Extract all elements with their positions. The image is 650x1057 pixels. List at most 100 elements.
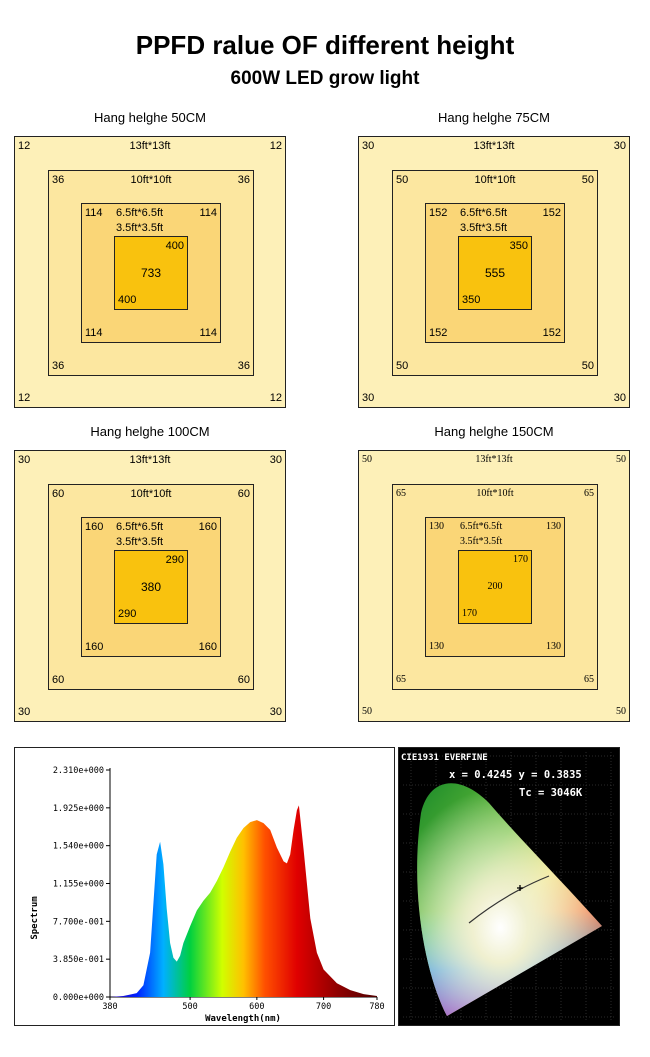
ppfd-value: 30 (18, 454, 31, 466)
spectrum-x-tick-label: 700 (316, 1002, 331, 1012)
ppfd-grid: 13ft*13ft 30 30 30 30 10ft*10ft 50 50 50 50 152 6.5… (358, 136, 630, 408)
coverage-size: 10ft*10ft (476, 488, 514, 499)
spectrum-area (110, 805, 377, 997)
ppfd-value: 65 (584, 674, 594, 685)
spectrum-y-tick-label: 0.000e+000 (53, 993, 104, 1003)
ppfd-value: 114 (85, 327, 103, 339)
spectrum-x-tick-label: 500 (182, 1002, 197, 1012)
cie-title: CIE1931 EVERFINE (401, 753, 488, 763)
coverage-square: 555 350 350 (458, 236, 532, 310)
spectrum-y-tick-label: 1.540e+000 (53, 842, 104, 852)
cie-xy: x = 0.4245 y = 0.3835 (449, 769, 582, 781)
ppfd-value: 30 (362, 140, 375, 152)
ppfd-value: 65 (584, 488, 594, 499)
coverage-size: 6.5ft*6.5ft (116, 521, 164, 533)
spectrum-svg: 2.310e+000 1.925e+000 1.540e+000 1.155e+000… (30, 766, 385, 1024)
ppfd-value: 50 (362, 454, 372, 465)
ppfd-value: 65 (396, 674, 406, 685)
ppfd-value: 36 (237, 360, 250, 372)
spectrum-y-tick-label: 7.700e-001 (53, 917, 104, 927)
ppfd-value: 50 (581, 360, 594, 372)
coverage-size: 10ft*10ft (474, 174, 516, 186)
ppfd-value: 160 (198, 521, 217, 533)
ppfd-value: 50 (581, 174, 594, 186)
coverage-size: 10ft*10ft (130, 174, 172, 186)
page-title: PPFD ralue OF different height (135, 30, 515, 60)
cie-locus-white (417, 783, 602, 1016)
cie-diagram: CIE1931 EVERFINE x = 0.4245 y = 0.3835 T… (398, 747, 620, 1026)
ppfd-value: 170 (462, 608, 477, 619)
ppfd-value: 12 (269, 140, 282, 152)
ppfd-value: 30 (269, 454, 282, 466)
ppfd-value: 65 (396, 488, 406, 499)
ppfd-value: 60 (237, 674, 250, 686)
planckian-locus (468, 875, 550, 924)
ppfd-value: 50 (396, 174, 409, 186)
ppfd-value: 36 (52, 174, 65, 186)
ppfd-value: 152 (429, 207, 448, 219)
panel-title: Hang helghe 50CM (93, 110, 207, 125)
ppfd-value: 50 (396, 360, 409, 372)
spectrum-y-tick-label: 3.850e-001 (53, 955, 104, 965)
ppfd-grid: 13ft*13ft 12 12 12 12 10ft*10ft 36 36 36 36 114 6.5… (14, 136, 286, 408)
ppfd-value: 130 (429, 521, 444, 532)
coverage-size: 3.5ft*3.5ft (116, 536, 164, 548)
ppfd-value: 400 (118, 294, 137, 306)
coverage-size: 6.5ft*6.5ft (116, 207, 164, 219)
ppfd-value: 160 (198, 641, 217, 653)
ppfd-grid: 13ft*13ft 50 50 50 50 10ft*10ft 65 65 65 65 130 6.5… (358, 450, 630, 722)
ppfd-value: 30 (613, 140, 626, 152)
spectrum-y-tick-label: 1.925e+000 (53, 804, 104, 814)
coverage-size: 13ft*13ft (129, 454, 171, 466)
ppfd-value: 114 (199, 207, 217, 219)
cie-tc: Tc = 3046K (519, 787, 583, 799)
ppfd-value: 152 (429, 327, 448, 339)
ppfd-value: 160 (85, 521, 104, 533)
ppfd-value: 30 (362, 392, 375, 404)
ppfd-value: 350 (509, 240, 528, 252)
ppfd-value: 130 (546, 641, 561, 652)
ppfd-value: 60 (237, 488, 250, 500)
spectrum-ylabel: Spectrum (30, 896, 40, 940)
coverage-size: 6.5ft*6.5ft (460, 521, 503, 532)
spectrum-x-tick-label: 380 (102, 1002, 117, 1012)
ppfd-value: 290 (165, 554, 184, 566)
ppfd-value: 114 (85, 207, 103, 219)
coverage-square: 380 290 290 (114, 550, 188, 624)
coverage-size: 13ft*13ft (129, 140, 171, 152)
spectrum-x-tick-label: 780 (369, 1002, 384, 1012)
ppfd-value: 114 (199, 327, 217, 339)
panel-title: Hang helghe 75CM (437, 110, 551, 125)
ppfd-value: 50 (362, 706, 372, 717)
panel-title: Hang helghe 150CM (434, 424, 554, 439)
ppfd-value: 36 (52, 360, 65, 372)
ppfd-value: 12 (269, 392, 282, 404)
coverage-size: 13ft*13ft (475, 454, 513, 465)
coverage-size: 10ft*10ft (130, 488, 172, 500)
ppfd-value: 36 (237, 174, 250, 186)
ppfd-center-value: 200 (487, 581, 503, 592)
ppfd-value: 12 (18, 140, 31, 152)
coverage-size: 3.5ft*3.5ft (116, 222, 164, 234)
ppfd-value: 130 (429, 641, 444, 652)
ppfd-grid: 13ft*13ft 30 30 30 30 10ft*10ft 60 60 60 60 160 6.5… (14, 450, 286, 722)
page-subtitle: 600W LED grow light (230, 68, 420, 89)
spectrum-chart: 2.310e+000 1.925e+000 1.540e+000 1.155e+000… (14, 747, 395, 1026)
ppfd-center-value: 380 (140, 580, 162, 594)
cie-svg: CIE1931 EVERFINE x = 0.4245 y = 0.3835 T… (401, 752, 615, 1020)
ppfd-value: 60 (52, 674, 65, 686)
ppfd-value: 400 (165, 240, 184, 252)
spectrum-y-tick-label: 2.310e+000 (53, 766, 104, 776)
spectrum-y-tick-label: 1.155e+000 (53, 880, 104, 890)
ppfd-value: 152 (542, 327, 561, 339)
coverage-size: 3.5ft*3.5ft (460, 222, 508, 234)
ppfd-value: 350 (462, 294, 481, 306)
ppfd-value: 170 (513, 554, 528, 565)
ppfd-value: 152 (542, 207, 561, 219)
coverage-square: 733 400 400 (114, 236, 188, 310)
coverage-square: 200 170 170 (458, 550, 532, 624)
ppfd-value: 160 (85, 641, 104, 653)
ppfd-value: 50 (616, 454, 626, 465)
ppfd-value: 60 (52, 488, 65, 500)
ppfd-value: 12 (18, 392, 31, 404)
